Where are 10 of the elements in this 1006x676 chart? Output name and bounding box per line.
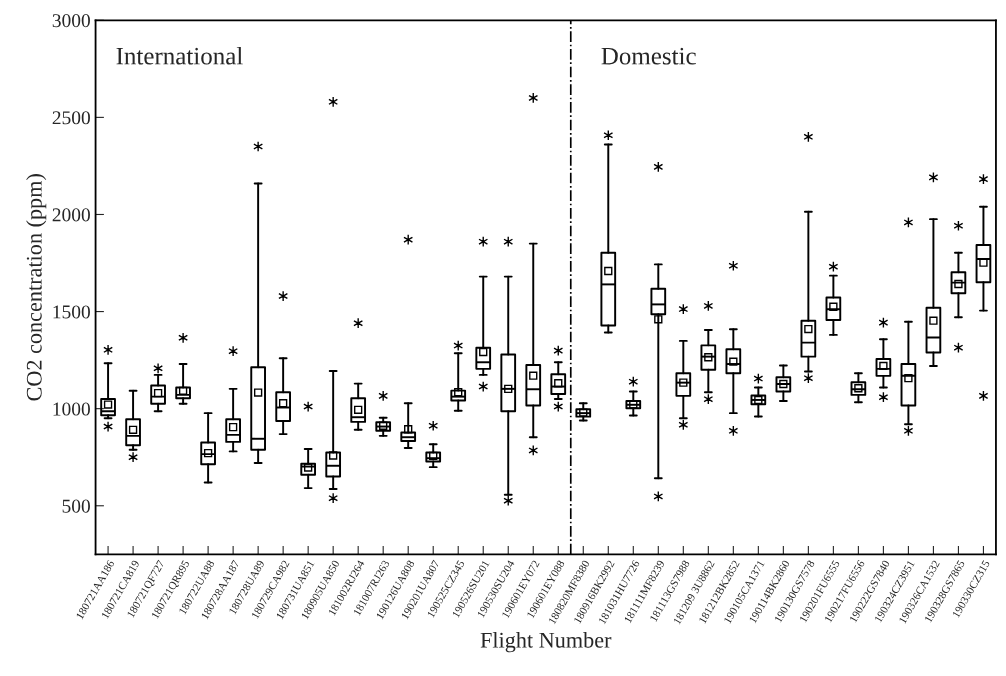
annotation: International [116,46,243,65]
y-tick-label: 2500 [52,111,90,125]
y-tick-label: 1000 [53,402,90,416]
y-tick-label: 1500 [53,305,90,319]
y-tick-label: 3000 [52,14,90,28]
x-axis-title: Flight Number [480,632,612,653]
annotation: Domestic [601,47,696,65]
y-tick-label: 2000 [52,208,90,222]
y-axis-title: CO2 concentration (ppm) [26,174,47,401]
y-tick-label: 500 [62,499,90,513]
